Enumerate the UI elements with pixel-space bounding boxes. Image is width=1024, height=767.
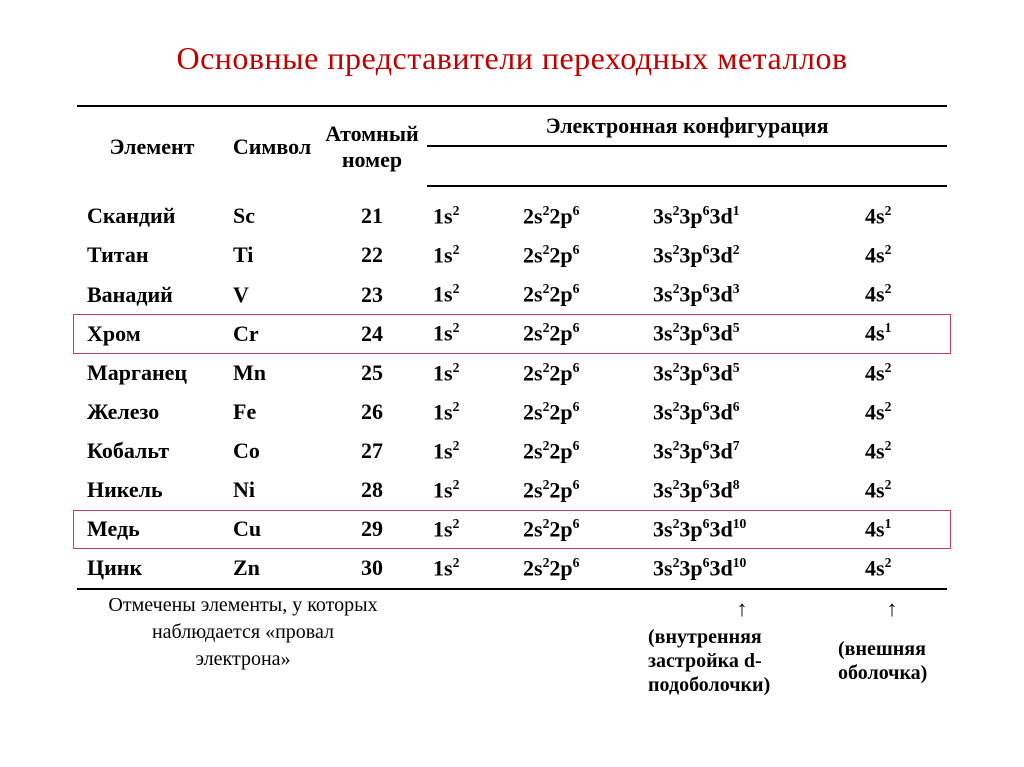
cell-symbol: Fe	[227, 393, 317, 432]
cell-symbol: Zn	[227, 549, 317, 589]
table-body: СкандийSc211s22s22p63s23p63d14s2ТитанTi2…	[77, 186, 947, 589]
caption-outer: (внешняя оболочка)	[837, 623, 947, 698]
cell-number: 26	[317, 393, 427, 432]
cell-shell-2: 2s22p6	[517, 197, 647, 236]
cell-name: Медь	[77, 510, 227, 549]
cell-shell-3: 3s23p63d3	[647, 275, 837, 314]
slide: Основные представители переходных металл…	[0, 0, 1024, 767]
header-atomic-number: Атомный номер	[317, 106, 427, 186]
footnote: Отмечены элементы, у которых наблюдается…	[78, 592, 408, 673]
cell-shell-2: 2s22p6	[517, 354, 647, 393]
cell-shell-3: 3s23p63d10	[647, 549, 837, 589]
page-title: Основные представители переходных металл…	[0, 40, 1024, 77]
cell-shell-4: 4s2	[837, 393, 947, 432]
cell-name: Хром	[77, 314, 227, 353]
cell-number: 30	[317, 549, 427, 589]
cell-shell-2: 2s22p6	[517, 236, 647, 275]
cell-shell-1: 1s2	[427, 432, 517, 471]
cell-name: Никель	[77, 471, 227, 510]
cell-name: Кобальт	[77, 432, 227, 471]
table-row: ВанадийV231s22s22p63s23p63d34s2	[77, 275, 947, 314]
cell-shell-2: 2s22p6	[517, 432, 647, 471]
table-row: ЦинкZn301s22s22p63s23p63d104s2	[77, 549, 947, 589]
cell-shell-1: 1s2	[427, 471, 517, 510]
cell-shell-3: 3s23p63d10	[647, 510, 837, 549]
cell-shell-1: 1s2	[427, 314, 517, 353]
cell-shell-3: 3s23p63d2	[647, 236, 837, 275]
cell-shell-4: 4s1	[837, 510, 947, 549]
cell-shell-2: 2s22p6	[517, 549, 647, 589]
table-header: Элемент Символ Атомный номер Электронная…	[77, 106, 947, 186]
cell-number: 24	[317, 314, 427, 353]
cell-name: Марганец	[77, 354, 227, 393]
cell-number: 29	[317, 510, 427, 549]
cell-number: 21	[317, 197, 427, 236]
cell-shell-1: 1s2	[427, 236, 517, 275]
cell-symbol: Co	[227, 432, 317, 471]
cell-shell-3: 3s23p63d8	[647, 471, 837, 510]
cell-number: 23	[317, 275, 427, 314]
cell-symbol: Cu	[227, 510, 317, 549]
cell-symbol: Ti	[227, 236, 317, 275]
cell-shell-1: 1s2	[427, 197, 517, 236]
cell-shell-4: 4s1	[837, 314, 947, 353]
cell-name: Скандий	[77, 197, 227, 236]
cell-shell-4: 4s2	[837, 471, 947, 510]
table-row: ХромCr241s22s22p63s23p63d54s1	[77, 314, 947, 353]
header-symbol: Символ	[227, 106, 317, 186]
cell-symbol: V	[227, 275, 317, 314]
cell-shell-3: 3s23p63d7	[647, 432, 837, 471]
arrow-icon: ↑	[837, 589, 947, 623]
cell-shell-3: 3s23p63d6	[647, 393, 837, 432]
table-row: МарганецMn251s22s22p63s23p63d54s2	[77, 354, 947, 393]
cell-shell-4: 4s2	[837, 432, 947, 471]
cell-shell-3: 3s23p63d5	[647, 314, 837, 353]
cell-shell-4: 4s2	[837, 197, 947, 236]
cell-name: Ванадий	[77, 275, 227, 314]
cell-number: 25	[317, 354, 427, 393]
cell-shell-4: 4s2	[837, 275, 947, 314]
table-row: КобальтCo271s22s22p63s23p63d74s2	[77, 432, 947, 471]
cell-name: Железо	[77, 393, 227, 432]
cell-shell-4: 4s2	[837, 236, 947, 275]
cell-name: Цинк	[77, 549, 227, 589]
table-row: ТитанTi221s22s22p63s23p63d24s2	[77, 236, 947, 275]
table-row: СкандийSc211s22s22p63s23p63d14s2	[77, 197, 947, 236]
cell-shell-1: 1s2	[427, 510, 517, 549]
cell-number: 28	[317, 471, 427, 510]
cell-shell-2: 2s22p6	[517, 393, 647, 432]
cell-symbol: Mn	[227, 354, 317, 393]
cell-shell-1: 1s2	[427, 354, 517, 393]
header-element: Элемент	[77, 106, 227, 186]
table-row: МедьCu291s22s22p63s23p63d104s1	[77, 510, 947, 549]
cell-shell-4: 4s2	[837, 354, 947, 393]
cell-shell-3: 3s23p63d1	[647, 197, 837, 236]
cell-symbol: Cr	[227, 314, 317, 353]
arrow-icon: ↑	[647, 589, 837, 623]
cell-shell-3: 3s23p63d5	[647, 354, 837, 393]
table-row: ЖелезоFe261s22s22p63s23p63d64s2	[77, 393, 947, 432]
table-row: НикельNi281s22s22p63s23p63d84s2	[77, 471, 947, 510]
caption-inner: (внутренняя застройка d- подоболочки)	[647, 623, 837, 698]
cell-symbol: Ni	[227, 471, 317, 510]
cell-shell-2: 2s22p6	[517, 275, 647, 314]
cell-shell-2: 2s22p6	[517, 471, 647, 510]
cell-shell-2: 2s22p6	[517, 314, 647, 353]
header-econf: Электронная конфигурация	[427, 106, 947, 146]
cell-shell-1: 1s2	[427, 393, 517, 432]
cell-name: Титан	[77, 236, 227, 275]
cell-shell-4: 4s2	[837, 549, 947, 589]
cell-shell-1: 1s2	[427, 549, 517, 589]
cell-shell-1: 1s2	[427, 275, 517, 314]
cell-number: 22	[317, 236, 427, 275]
cell-shell-2: 2s22p6	[517, 510, 647, 549]
cell-symbol: Sc	[227, 197, 317, 236]
cell-number: 27	[317, 432, 427, 471]
